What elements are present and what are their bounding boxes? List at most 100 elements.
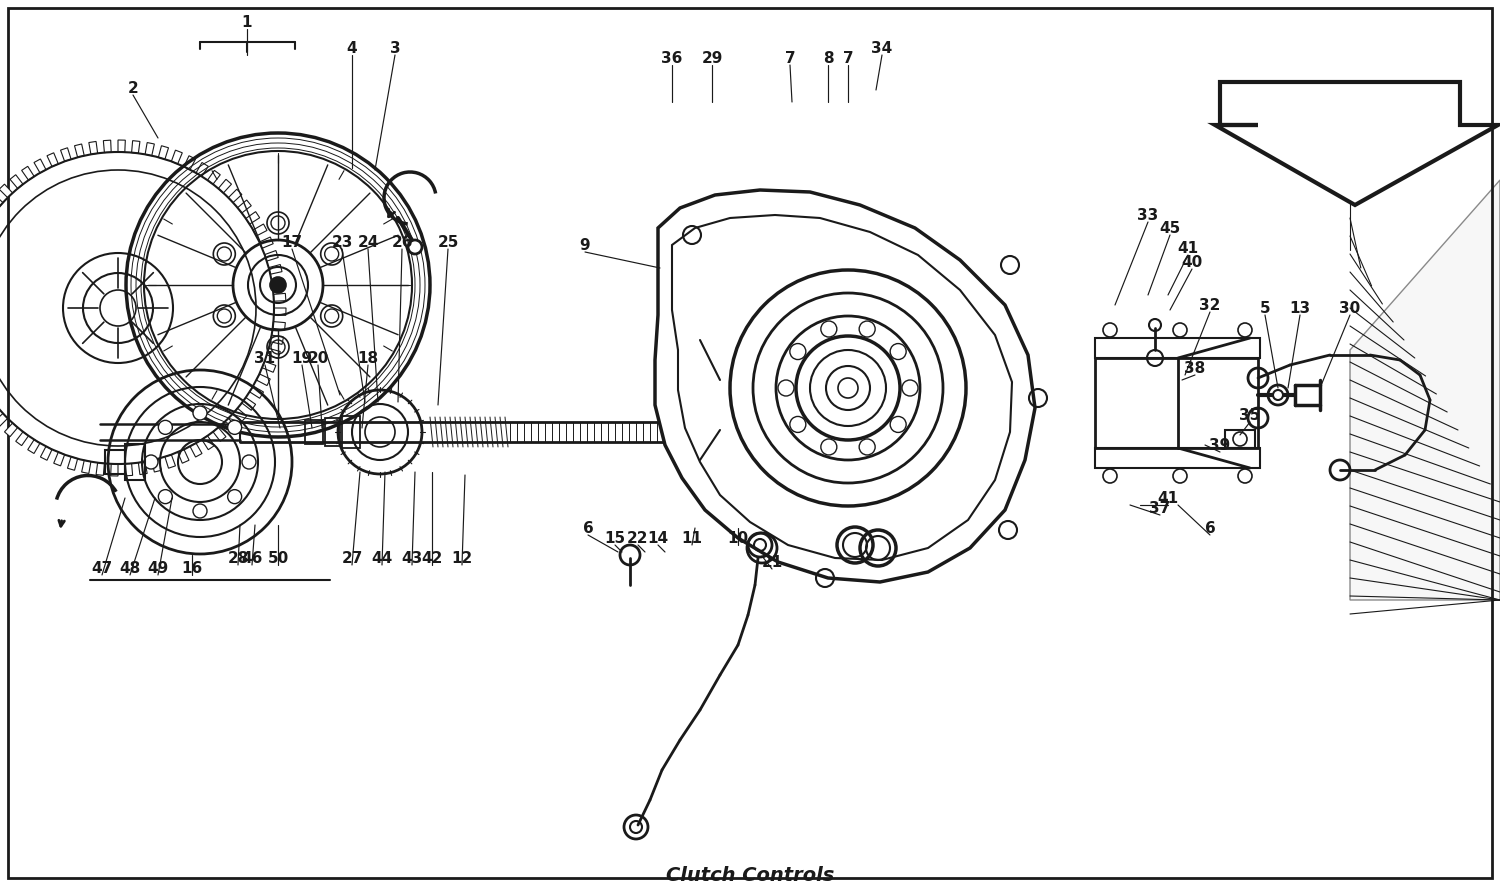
Polygon shape — [81, 461, 92, 473]
Text: 33: 33 — [1137, 208, 1158, 223]
Text: 6: 6 — [582, 520, 594, 535]
Text: 38: 38 — [1185, 361, 1206, 375]
Text: 15: 15 — [604, 530, 625, 545]
Polygon shape — [228, 189, 242, 202]
Text: 22: 22 — [627, 530, 648, 545]
Circle shape — [159, 490, 172, 503]
Text: 41: 41 — [1178, 241, 1198, 256]
Polygon shape — [40, 446, 53, 461]
Polygon shape — [171, 150, 183, 164]
Text: 48: 48 — [120, 560, 141, 576]
Circle shape — [228, 490, 242, 503]
Polygon shape — [1095, 358, 1258, 448]
Polygon shape — [246, 212, 259, 225]
Polygon shape — [273, 293, 286, 301]
Polygon shape — [159, 146, 168, 159]
Text: 17: 17 — [282, 234, 303, 249]
Text: 43: 43 — [402, 551, 423, 566]
Polygon shape — [0, 184, 12, 198]
Text: 39: 39 — [1209, 437, 1230, 453]
Text: 47: 47 — [92, 560, 112, 576]
Circle shape — [194, 504, 207, 518]
Text: 28: 28 — [228, 551, 249, 566]
Polygon shape — [34, 159, 46, 173]
Text: 7: 7 — [843, 51, 854, 66]
Polygon shape — [10, 175, 22, 189]
Text: 27: 27 — [342, 551, 363, 566]
Polygon shape — [260, 237, 273, 249]
Text: 25: 25 — [438, 234, 459, 249]
Text: 46: 46 — [242, 551, 262, 566]
Polygon shape — [184, 156, 195, 169]
Text: 5: 5 — [1260, 300, 1270, 315]
Polygon shape — [262, 362, 276, 372]
Circle shape — [228, 421, 242, 434]
Polygon shape — [268, 265, 282, 274]
Polygon shape — [1350, 180, 1500, 600]
Polygon shape — [165, 454, 176, 469]
Text: 12: 12 — [452, 551, 472, 566]
Text: 2: 2 — [128, 80, 138, 95]
Polygon shape — [254, 224, 267, 236]
Polygon shape — [60, 148, 70, 161]
Text: 34: 34 — [871, 40, 892, 55]
Text: 50: 50 — [267, 551, 288, 566]
Polygon shape — [237, 200, 252, 213]
Text: 45: 45 — [1160, 220, 1180, 235]
Polygon shape — [0, 413, 8, 427]
Polygon shape — [75, 144, 84, 158]
Text: 30: 30 — [1340, 300, 1360, 315]
Text: 18: 18 — [357, 350, 378, 365]
Polygon shape — [146, 143, 154, 156]
Polygon shape — [21, 167, 34, 180]
Circle shape — [1274, 390, 1282, 400]
Text: 29: 29 — [702, 51, 723, 66]
Circle shape — [270, 277, 286, 293]
Polygon shape — [152, 459, 162, 472]
Polygon shape — [104, 140, 111, 152]
Text: 32: 32 — [1200, 298, 1221, 313]
Polygon shape — [264, 250, 278, 261]
Text: 6: 6 — [1204, 520, 1215, 535]
Polygon shape — [0, 194, 3, 208]
Circle shape — [408, 240, 422, 254]
Circle shape — [159, 421, 172, 434]
Text: Clutch Controls: Clutch Controls — [666, 865, 834, 885]
Text: 31: 31 — [255, 350, 276, 365]
Polygon shape — [256, 374, 270, 386]
Text: 24: 24 — [357, 234, 378, 249]
Circle shape — [242, 455, 256, 469]
Polygon shape — [190, 443, 202, 457]
Text: 3: 3 — [390, 40, 400, 55]
Polygon shape — [272, 279, 285, 288]
Text: 37: 37 — [1149, 501, 1170, 516]
Polygon shape — [213, 428, 226, 441]
Text: 49: 49 — [147, 560, 168, 576]
Polygon shape — [111, 464, 118, 476]
Text: 20: 20 — [308, 350, 328, 365]
Polygon shape — [124, 463, 132, 476]
Polygon shape — [232, 408, 246, 421]
Text: 40: 40 — [1182, 255, 1203, 269]
Circle shape — [144, 455, 158, 469]
Polygon shape — [202, 436, 214, 450]
Text: 42: 42 — [422, 551, 442, 566]
Text: 36: 36 — [662, 51, 682, 66]
Text: 19: 19 — [291, 350, 312, 365]
Text: 7: 7 — [784, 51, 795, 66]
Polygon shape — [656, 190, 1035, 582]
Text: 1: 1 — [242, 14, 252, 29]
Polygon shape — [242, 397, 255, 410]
Polygon shape — [15, 432, 28, 446]
Polygon shape — [132, 141, 140, 153]
Polygon shape — [96, 462, 105, 476]
Text: 26: 26 — [392, 234, 412, 249]
Polygon shape — [118, 140, 126, 152]
Polygon shape — [46, 152, 58, 167]
Polygon shape — [219, 179, 231, 193]
Polygon shape — [177, 449, 189, 463]
Text: 13: 13 — [1290, 300, 1311, 315]
Text: 44: 44 — [372, 551, 393, 566]
Text: 41: 41 — [1158, 491, 1179, 505]
Text: 10: 10 — [728, 530, 748, 545]
